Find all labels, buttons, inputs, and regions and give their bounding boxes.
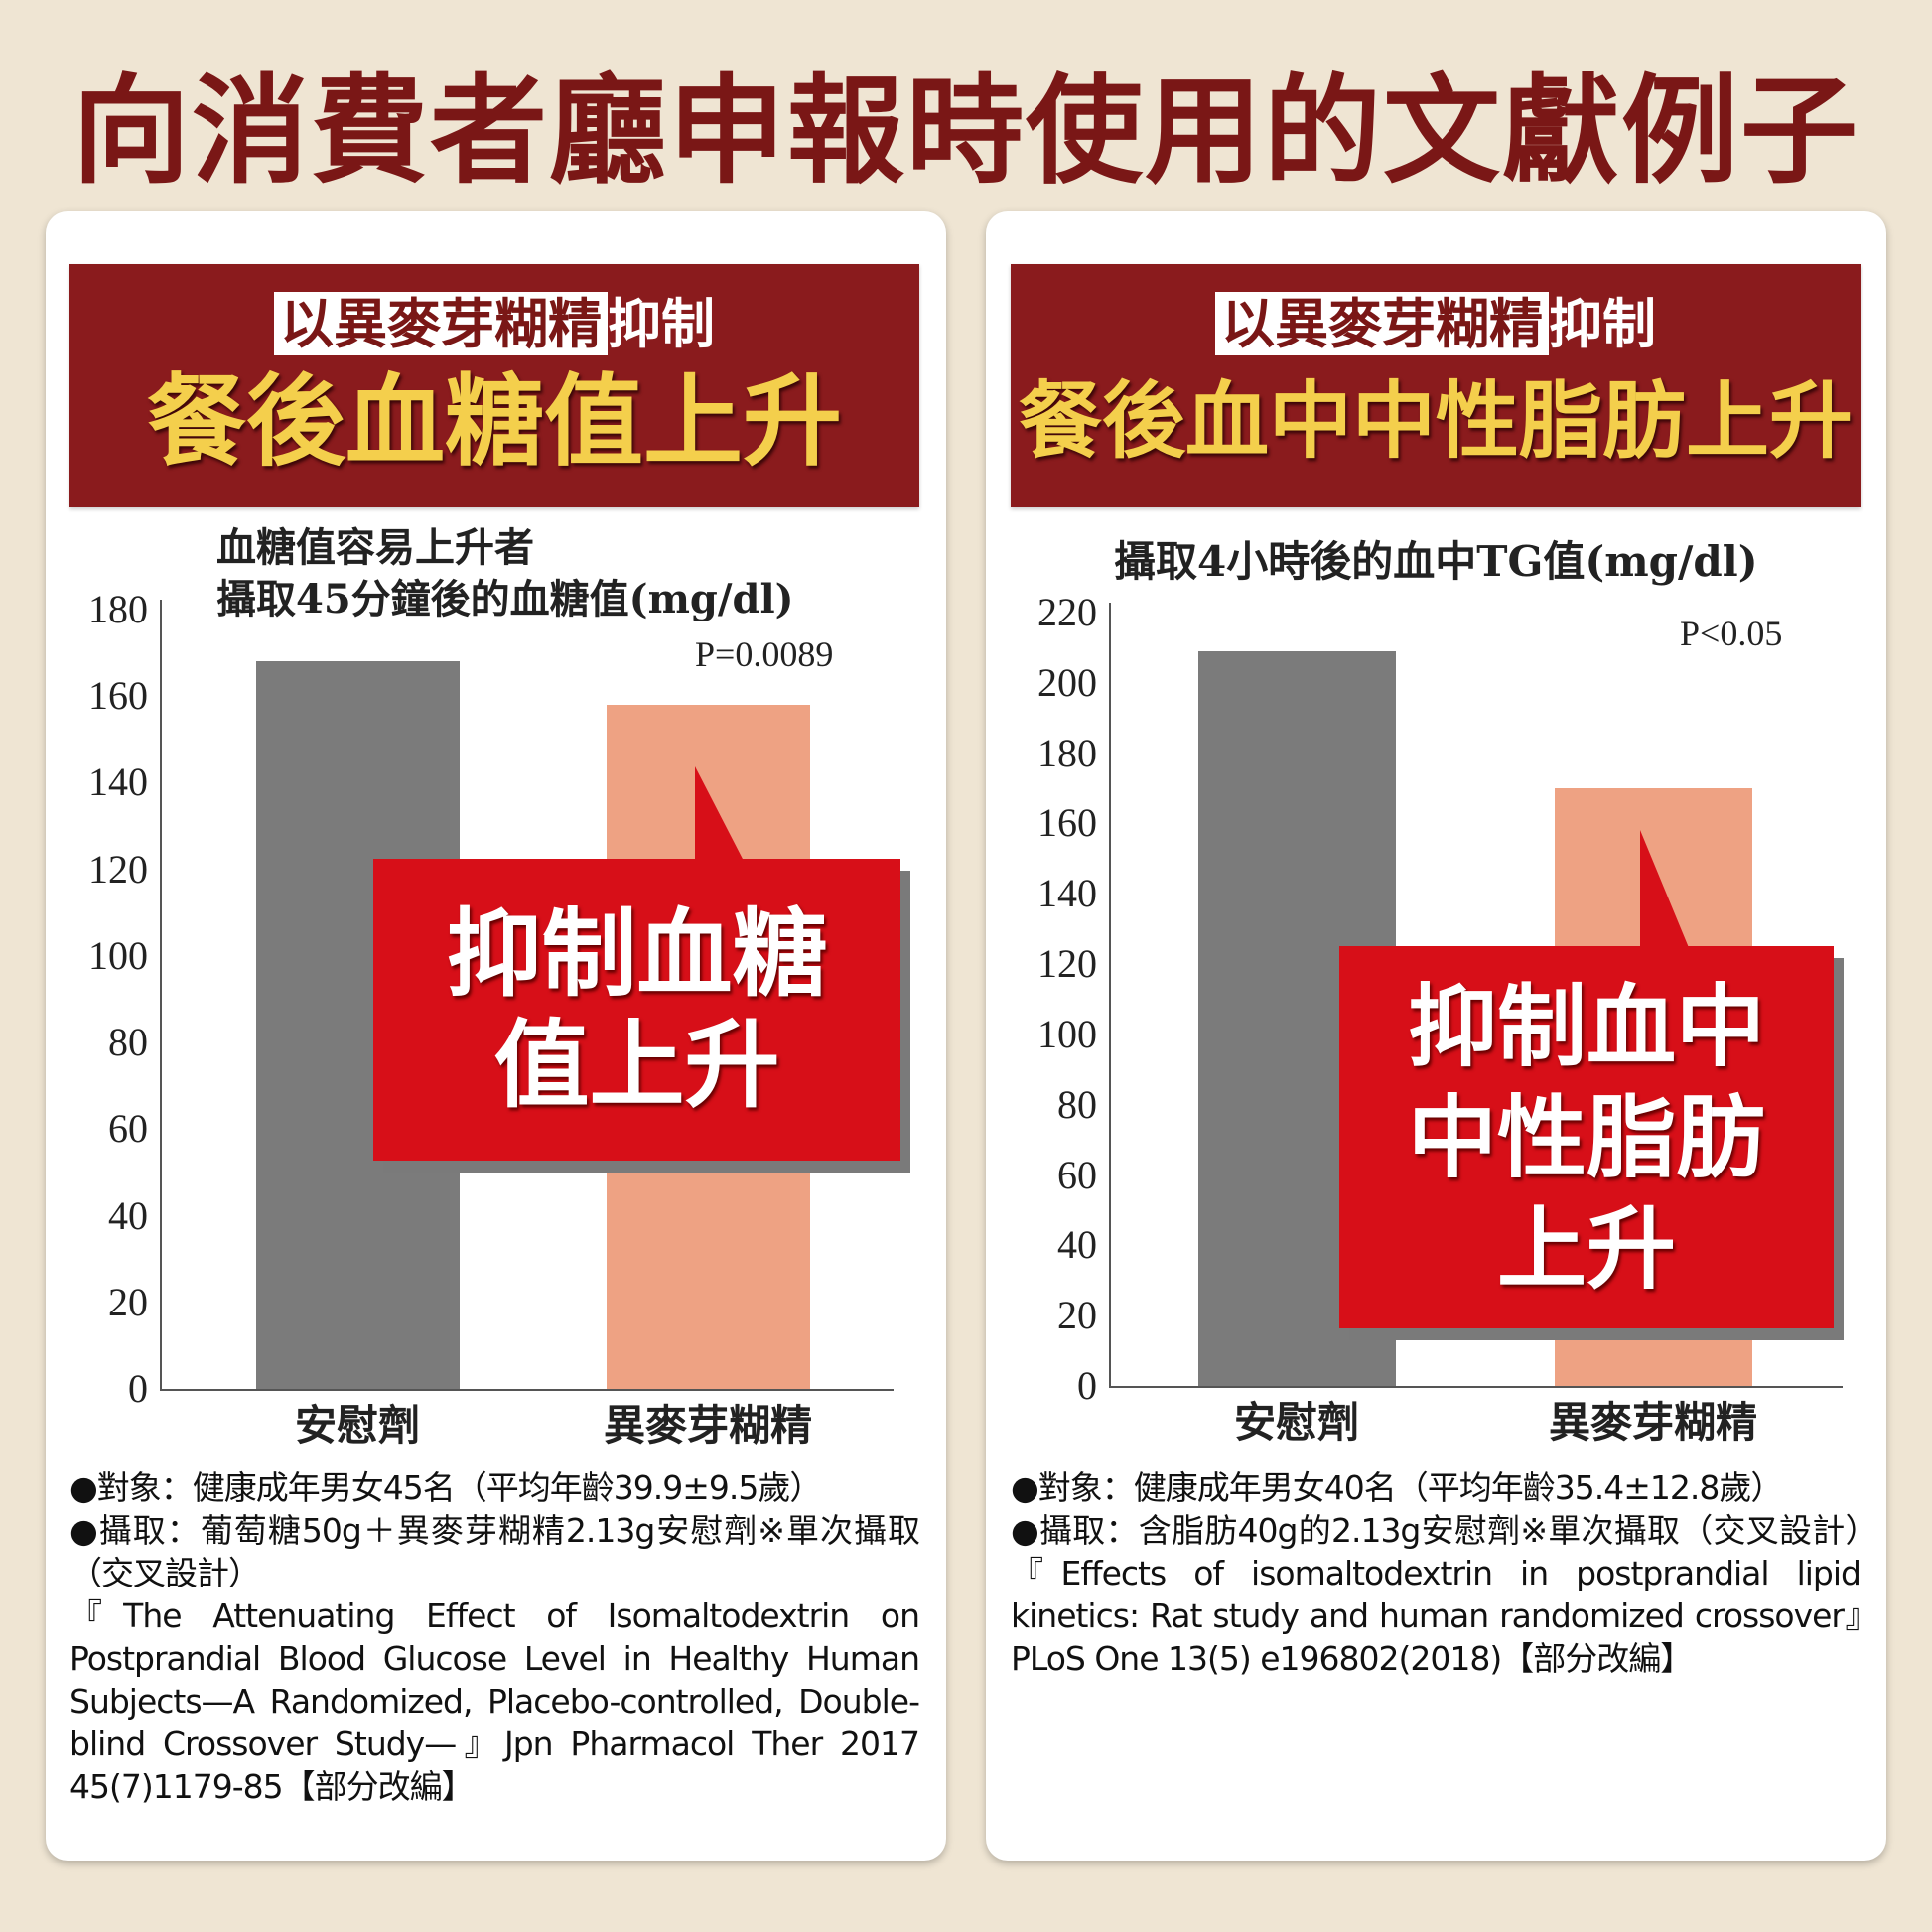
y-tick-label: 0 bbox=[1077, 1363, 1097, 1408]
y-tick-label: 120 bbox=[1037, 941, 1097, 987]
chart-title-line1: 血糖值容易上升者 bbox=[216, 524, 534, 571]
x-category-label: 異麥芽糊精 bbox=[603, 1401, 812, 1449]
header-sub: 抑制 bbox=[608, 292, 715, 355]
x-axis bbox=[1109, 1386, 1843, 1388]
y-tick-label: 120 bbox=[88, 846, 148, 892]
header-main: 餐後血中中性脂肪上升 bbox=[1018, 371, 1853, 470]
p-value: P<0.05 bbox=[1680, 614, 1783, 653]
y-tick-label: 160 bbox=[88, 673, 148, 719]
y-tick-label: 0 bbox=[128, 1366, 148, 1411]
header-sub: 抑制 bbox=[1549, 292, 1656, 355]
note-reference: 『The Attenuating Effect of Isomaltodextr… bbox=[69, 1596, 920, 1806]
header-highlight: 以異麥芽糊精 bbox=[274, 292, 608, 355]
note-subjects: ●對象：健康成年男女40名（平均年齡35.4±12.8歲） bbox=[1011, 1468, 1783, 1507]
y-tick-label: 40 bbox=[108, 1192, 148, 1238]
page-title: 向消費者廳申報時使用的文獻例子 bbox=[71, 62, 1860, 200]
y-tick-label: 20 bbox=[108, 1279, 148, 1324]
callout-text: 抑制血中 中性脂肪 上升 bbox=[1408, 973, 1765, 1302]
header-main: 餐後血糖值上升 bbox=[147, 362, 842, 480]
footnote-triglyceride: ●對象：健康成年男女40名（平均年齡35.4±12.8歲） ●攝取：含脂肪40g… bbox=[1011, 1466, 1893, 1680]
note-intake-reference: ●攝取：含脂肪40g的2.13g安慰劑※單次攝取（交叉設計） 『Effects … bbox=[1011, 1511, 1893, 1678]
callout-box: 抑制血糖 值上升 bbox=[373, 859, 900, 1161]
y-tick-label: 140 bbox=[88, 759, 148, 805]
y-tick-label: 60 bbox=[108, 1106, 148, 1152]
x-category-label: 安慰劑 bbox=[294, 1401, 420, 1449]
y-tick-label: 80 bbox=[108, 1020, 148, 1065]
x-category-label: 安慰劑 bbox=[1233, 1398, 1359, 1447]
p-value: P=0.0089 bbox=[695, 634, 834, 674]
y-tick-label: 180 bbox=[88, 587, 148, 631]
note-subjects: ●對象：健康成年男女45名（平均年齡39.9±9.5歲） bbox=[69, 1468, 822, 1507]
chart-title: 攝取4小時後的血中TG值(mg/dl) bbox=[1114, 537, 1758, 586]
footnote-glucose: ●對象：健康成年男女45名（平均年齡39.9±9.5歲） ●攝取：葡萄糖50g＋… bbox=[69, 1466, 920, 1808]
callout-text: 抑制血糖 值上升 bbox=[446, 897, 828, 1121]
header-banner-glucose: 以異麥芽糊精 抑制 餐後血糖值上升 bbox=[69, 264, 919, 507]
y-tick-label: 140 bbox=[1037, 871, 1097, 916]
x-category-label: 異麥芽糊精 bbox=[1548, 1398, 1757, 1447]
y-tick-label: 100 bbox=[1037, 1011, 1097, 1056]
y-tick-label: 220 bbox=[1037, 590, 1097, 634]
header-banner-triglyceride: 以異麥芽糊精 抑制 餐後血中中性脂肪上升 bbox=[1011, 264, 1861, 507]
y-axis bbox=[160, 600, 162, 1389]
y-tick-label: 100 bbox=[88, 932, 148, 978]
callout-box: 抑制血中 中性脂肪 上升 bbox=[1339, 946, 1834, 1328]
y-tick-label: 200 bbox=[1037, 659, 1097, 705]
chart-title-line2: 攝取45分鐘後的血糖值(mg/dl) bbox=[216, 576, 794, 622]
note-intake: ●攝取：葡萄糖50g＋異麥芽糊精2.13g安慰劑※單次攝取（交叉設計） bbox=[69, 1511, 920, 1592]
y-axis bbox=[1109, 603, 1111, 1386]
x-axis bbox=[160, 1389, 894, 1391]
y-tick-label: 180 bbox=[1037, 730, 1097, 775]
y-tick-label: 160 bbox=[1037, 800, 1097, 846]
header-highlight: 以異麥芽糊精 bbox=[1215, 292, 1549, 355]
y-tick-label: 40 bbox=[1057, 1222, 1097, 1268]
y-tick-label: 80 bbox=[1057, 1081, 1097, 1127]
y-tick-label: 60 bbox=[1057, 1152, 1097, 1197]
y-tick-label: 20 bbox=[1057, 1293, 1097, 1338]
